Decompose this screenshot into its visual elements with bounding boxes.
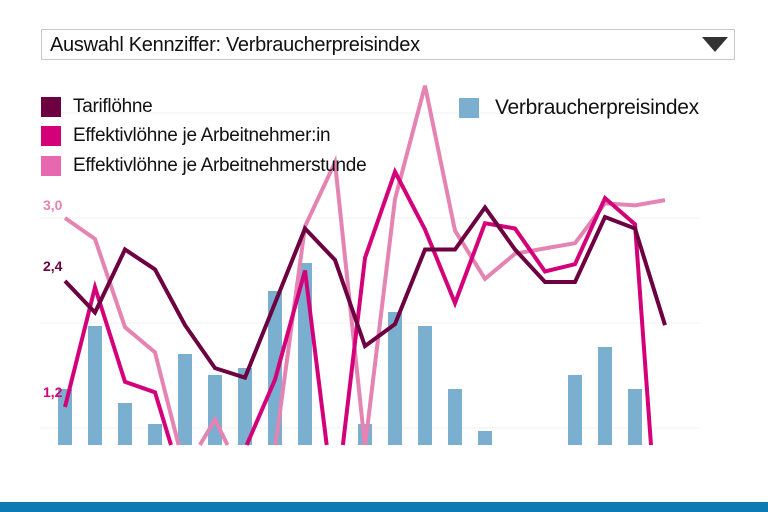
bottom-bar — [0, 502, 768, 512]
bar-vpi — [148, 424, 162, 445]
value-label: 1,2 — [43, 384, 63, 400]
bar-vpi — [238, 368, 252, 445]
legend-label: Tariflöhne — [73, 96, 153, 117]
value-label: 2,4 — [43, 258, 63, 274]
bar-vpi — [388, 312, 402, 445]
chevron-down-icon[interactable] — [702, 37, 728, 52]
legend-swatch — [41, 97, 61, 117]
bar-vpi — [58, 389, 72, 445]
legend-effektiv-an: Effektivlöhne je Arbeitnehmer:in — [41, 125, 331, 147]
bar-vpi — [478, 431, 492, 445]
line-series-1 — [63, 166, 653, 446]
legend-label: Effektivlöhne je Arbeitnehmerstunde — [73, 155, 367, 176]
indicator-dropdown[interactable]: Auswahl Kennziffer: Verbraucherpreisinde… — [41, 29, 735, 60]
value-label: 3,0 — [43, 197, 63, 213]
legend-vpi: Verbraucherpreisindex — [459, 96, 699, 120]
bar-vpi — [118, 403, 132, 445]
legend-label: Verbraucherpreisindex — [495, 96, 699, 119]
bar-vpi — [598, 347, 612, 445]
legend-swatch — [459, 98, 479, 118]
legend-tarif: Tariflöhne — [41, 96, 153, 118]
legend-effektiv-std: Effektivlöhne je Arbeitnehmerstunde — [41, 155, 367, 177]
legend-swatch — [41, 156, 61, 176]
bar-vpi — [88, 326, 102, 445]
legend-label: Effektivlöhne je Arbeitnehmer:in — [73, 125, 331, 146]
bar-vpi — [448, 389, 462, 445]
bar-vpi — [178, 354, 192, 445]
bar-vpi — [208, 375, 222, 445]
bar-vpi — [568, 375, 582, 445]
dropdown-label: Auswahl Kennziffer: Verbraucherpreisinde… — [50, 34, 420, 56]
bar-vpi — [268, 291, 282, 445]
bar-vpi — [418, 326, 432, 445]
bar-vpi — [628, 389, 642, 445]
legend-swatch — [41, 126, 61, 146]
